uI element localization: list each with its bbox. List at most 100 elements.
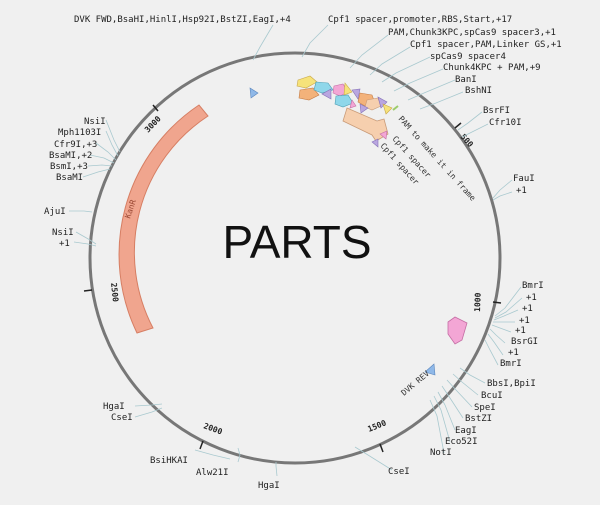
feature-arrow (334, 94, 354, 108)
site-label-cfr10i[interactable]: Cfr10I (489, 118, 522, 128)
feature-arrow (343, 82, 353, 96)
leader-line (369, 46, 411, 76)
site-label-bsihkai[interactable]: BsiHKAI (150, 456, 188, 466)
site-label-alw21i[interactable]: Alw21I (196, 468, 229, 478)
leader-line (87, 164, 113, 167)
site-label-bani[interactable]: BanI (455, 75, 477, 85)
site-label-plus-a[interactable]: +1 (526, 293, 537, 303)
site-label-bsmi[interactable]: BsmI,+3 (50, 162, 88, 172)
kanr-feature[interactable] (118, 104, 209, 334)
site-label-bbsi[interactable]: BbsI,BpiI (487, 379, 536, 389)
feature-marker (392, 105, 399, 111)
tick-mark-2500 (83, 289, 93, 292)
cpf1-spacer-small-a (371, 138, 379, 148)
site-label-plus-d[interactable]: +1 (515, 326, 526, 336)
feature-arrow (249, 87, 259, 99)
site-label-noti[interactable]: NotI (430, 448, 452, 458)
site-label-chunk4[interactable]: Chunk4KPC + PAM,+9 (443, 63, 541, 73)
site-label-nsii-b[interactable]: NsiI (52, 228, 74, 238)
site-label-nsii-b-plus[interactable]: +1 (59, 239, 70, 249)
site-label-bsrgi[interactable]: BsrGI (511, 337, 538, 347)
leader-line (446, 379, 473, 408)
site-label-plus-e[interactable]: +1 (508, 348, 519, 358)
leader-line (105, 119, 121, 153)
feature-arrow (382, 103, 393, 115)
tick-mark-2000 (199, 440, 204, 450)
map-center-label: PARTS (222, 216, 371, 268)
leader-line (69, 210, 93, 213)
leader-line (492, 179, 513, 199)
leader-lines (69, 24, 523, 477)
leader-line (492, 191, 513, 201)
site-labels: DVK FWD,BsaHI,HinlI,Hsp92I,BstZI,EagI,+4… (44, 15, 562, 491)
site-label-dvk-fwd[interactable]: DVK FWD,BsaHI,HinlI,Hsp92I,BstZI,EagI,+4 (74, 15, 291, 25)
leader-line (437, 391, 456, 431)
leader-line (381, 56, 431, 83)
site-label-eco52i[interactable]: Eco52I (445, 437, 478, 447)
site-label-bshni[interactable]: BshNI (465, 86, 492, 96)
feature-arrow (364, 97, 382, 111)
site-label-cfr9i[interactable]: Cfr9I,+3 (54, 140, 97, 150)
tick-label-2000: 2000 (202, 421, 223, 436)
leader-line (493, 309, 519, 321)
site-label-bmri-1[interactable]: BmrI (522, 281, 544, 291)
site-label-plus-c[interactable]: +1 (519, 316, 530, 326)
site-label-eagi[interactable]: EagI (455, 426, 477, 436)
leader-line (433, 395, 451, 443)
site-label-bsami-b[interactable]: BsaMI (56, 173, 83, 183)
site-label-nsii-a[interactable]: NsiI (84, 117, 106, 127)
site-label-mph1103i[interactable]: Mph1103I (58, 128, 101, 138)
site-label-bstzi[interactable]: BstZI (465, 414, 492, 424)
leader-line (491, 324, 512, 333)
site-label-cpf1-promoter[interactable]: Cpf1 spacer,promoter,RBS,Start,+17 (328, 15, 512, 25)
leader-line (105, 130, 119, 157)
leader-line (441, 385, 464, 419)
site-label-csei-b[interactable]: CseI (388, 467, 410, 477)
site-label-plus-b[interactable]: +1 (522, 304, 533, 314)
site-label-hgai-a[interactable]: HgaI (103, 402, 125, 412)
leader-line (134, 407, 163, 418)
tick-mark-1000 (492, 301, 502, 304)
leader-line (393, 68, 444, 92)
leader-line (354, 446, 393, 471)
leader-line (349, 34, 389, 69)
pink-feature[interactable] (447, 316, 468, 345)
tick-label-2500: 2500 (109, 282, 120, 302)
leader-line (489, 328, 506, 344)
feature-arrow (296, 75, 318, 89)
site-label-bcui[interactable]: BcuI (481, 391, 503, 401)
leader-line (457, 111, 483, 131)
leader-line (459, 367, 486, 384)
tick-marks (83, 104, 502, 453)
tick-mark-1500 (379, 443, 384, 453)
leader-line (301, 24, 329, 58)
site-label-hgai-b[interactable]: HgaI (258, 481, 280, 491)
leader-line (461, 123, 489, 138)
site-label-bmri-2[interactable]: BmrI (500, 359, 522, 369)
leader-line (275, 462, 278, 477)
leader-line (73, 241, 97, 247)
leader-line (429, 399, 445, 454)
feature-cluster (249, 75, 399, 115)
site-label-bsami[interactable]: BsaMI,+2 (49, 151, 92, 161)
site-label-csei-a[interactable]: CseI (111, 413, 133, 423)
site-label-cpf1-pam-linker[interactable]: Cpf1 spacer,PAM,Linker GS,+1 (410, 40, 562, 50)
feature-arrow (321, 88, 332, 100)
cpf1-spacer-feature[interactable] (342, 107, 389, 142)
leader-line (237, 447, 241, 463)
site-label-pam-chunk3[interactable]: PAM,Chunk3KPC,spCas9 spacer3,+1 (388, 28, 556, 38)
site-label-faui-plus[interactable]: +1 (516, 186, 527, 196)
site-label-faui[interactable]: FauI (513, 174, 535, 184)
site-label-ajui[interactable]: AjuI (44, 207, 66, 217)
site-label-spei[interactable]: SpeI (474, 403, 496, 413)
cpf1-spacer-small-b (379, 130, 388, 140)
dvk-rev-feature[interactable] (424, 363, 436, 376)
site-label-spcas9-spacer4[interactable]: spCas9 spacer4 (430, 52, 506, 62)
dvk-rev-label: DVK REV (400, 369, 432, 398)
leader-line (134, 403, 163, 407)
site-label-bsrfi[interactable]: BsrFI (483, 106, 510, 116)
leader-line (407, 79, 456, 101)
leader-line (494, 286, 522, 317)
leader-line (252, 24, 274, 61)
